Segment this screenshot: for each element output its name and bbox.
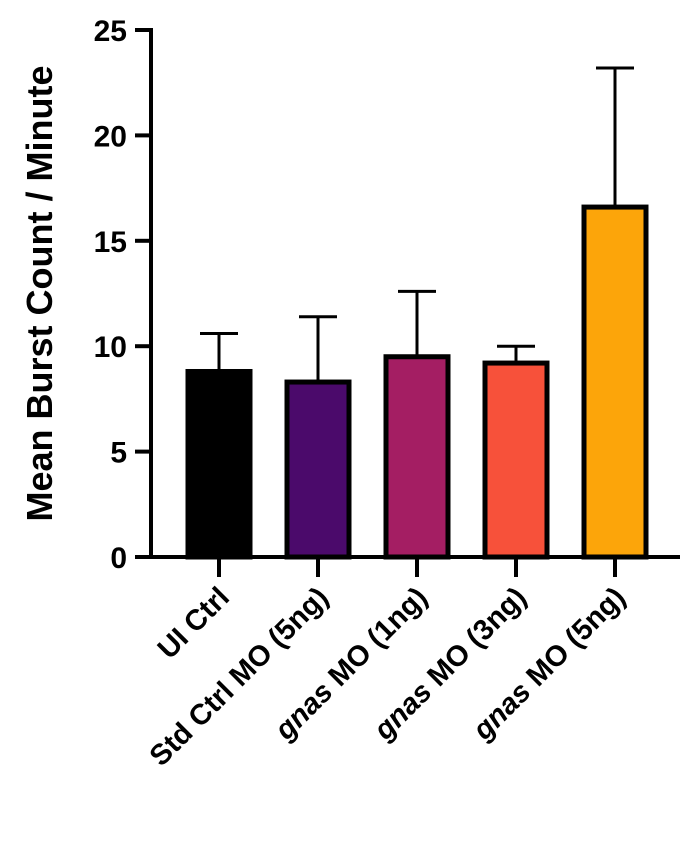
y-tick-label: 20 <box>94 120 127 153</box>
y-tick-label: 10 <box>94 331 127 364</box>
y-axis-title: Mean Burst Count / Minute <box>19 66 60 522</box>
x-category-label: UI Ctrl <box>152 581 236 665</box>
bar-2 <box>383 354 451 560</box>
y-tick-label: 25 <box>94 15 127 48</box>
y-tick-label: 5 <box>110 437 127 470</box>
y-tick-label: 15 <box>94 226 127 259</box>
category-rest-part: MO (5ng) <box>515 581 632 698</box>
x-category-label: Std Ctrl MO (5ng) <box>144 581 335 772</box>
y-tick-label: 0 <box>110 542 127 575</box>
error-bars <box>200 66 634 383</box>
category-label-text: Std Ctrl MO (5ng) <box>144 581 335 772</box>
bar-1 <box>284 379 352 560</box>
category-label-text: UI Ctrl <box>152 581 236 665</box>
bars <box>185 204 649 560</box>
bar-4 <box>581 204 649 560</box>
bar-3 <box>482 360 550 560</box>
bar-0 <box>185 368 253 560</box>
